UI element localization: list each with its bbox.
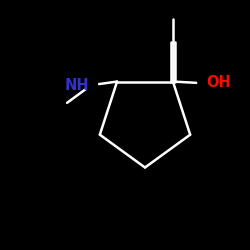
Text: OH: OH: [207, 75, 232, 90]
Text: NH: NH: [65, 78, 90, 93]
